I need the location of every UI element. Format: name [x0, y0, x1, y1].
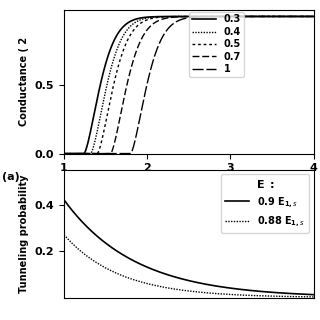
Text: (a): (a) [2, 172, 19, 181]
Legend: 0.3, 0.4, 0.5, 0.7, 1: 0.3, 0.4, 0.5, 0.7, 1 [189, 12, 244, 77]
Legend: $\mathbf{0.9\ E_{1,\mathit{s}}}$, $\mathbf{0.88\ E_{1,\mathit{s}}}$: $\mathbf{0.9\ E_{1,\mathit{s}}}$, $\math… [221, 174, 309, 233]
Y-axis label: Tunneling probability: Tunneling probability [19, 174, 29, 293]
Y-axis label: Conductance ( 2: Conductance ( 2 [19, 37, 29, 126]
X-axis label: Fermi  energy  E: Fermi energy E [138, 179, 240, 189]
